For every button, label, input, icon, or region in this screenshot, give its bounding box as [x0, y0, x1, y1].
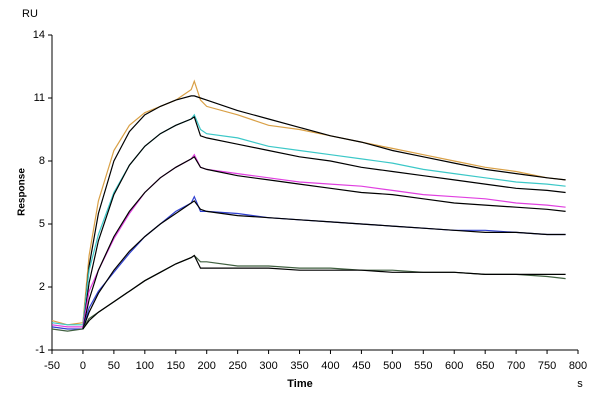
x-tick-label: 0 — [80, 360, 86, 372]
y-unit: RU — [22, 8, 38, 20]
y-tick-label: 11 — [34, 92, 45, 104]
x-tick-label: 650 — [476, 360, 494, 372]
x-axis-label: Time — [287, 378, 312, 390]
series-line — [51, 79, 566, 326]
x-tick-label: 750 — [538, 360, 556, 372]
y-tick-label: -1 — [35, 344, 45, 356]
x-tick-label: 100 — [136, 360, 154, 372]
y-tick-label: 2 — [39, 281, 45, 293]
x-tick-label: 350 — [290, 360, 308, 372]
x-tick-label: 300 — [259, 360, 277, 372]
y-axis-label: Response — [17, 168, 28, 216]
x-tick-label: 800 — [569, 360, 587, 372]
x-tick-label: -50 — [44, 360, 60, 372]
series-line — [51, 195, 566, 330]
x-tick-label: 150 — [167, 360, 185, 372]
y-tick-label: 14 — [33, 29, 45, 41]
series-line — [51, 113, 566, 326]
x-tick-label: 450 — [352, 360, 370, 372]
x-tick-label: 200 — [198, 360, 216, 372]
x-tick-label: 500 — [383, 360, 401, 372]
series-line — [51, 254, 566, 332]
x-tick-label: 400 — [321, 360, 339, 372]
x-tick-label: 550 — [414, 360, 432, 372]
series-line — [82, 95, 566, 330]
series-line — [82, 200, 566, 330]
x-unit: s — [577, 378, 583, 390]
series-line — [82, 115, 566, 330]
series-line — [82, 155, 566, 330]
x-tick-label: 50 — [108, 360, 120, 372]
x-tick-label: 700 — [507, 360, 525, 372]
x-tick-label: 600 — [445, 360, 463, 372]
series-line — [82, 254, 566, 330]
y-tick-label: 5 — [39, 218, 45, 230]
x-tick-label: 250 — [228, 360, 246, 372]
series-line — [51, 153, 566, 328]
y-tick-label: 8 — [39, 155, 45, 167]
